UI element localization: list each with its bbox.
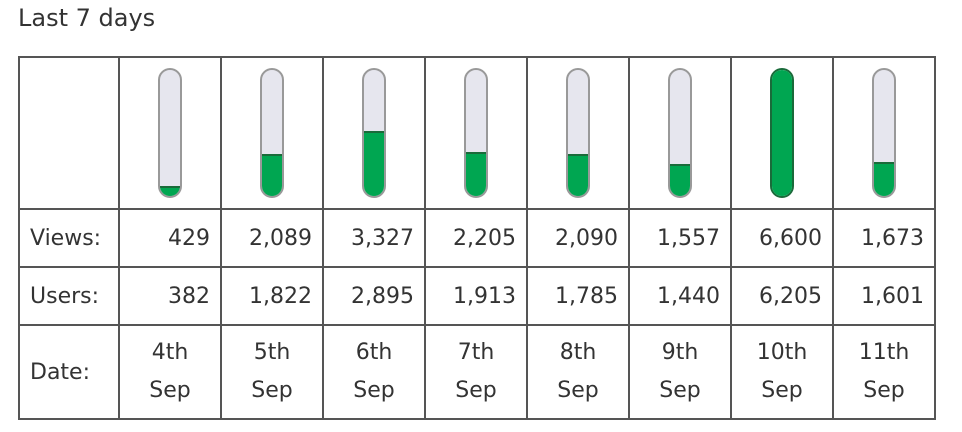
gauge <box>260 68 284 198</box>
gauge-cell <box>322 56 426 210</box>
views-row: Views: 429 2,089 3,327 2,205 2,090 1,557 6,600 1… <box>18 208 936 268</box>
empty-cell <box>18 56 120 210</box>
users-value: 1,601 <box>832 266 936 326</box>
gauge-fill <box>874 162 894 196</box>
users-value: 1,440 <box>628 266 732 326</box>
gauge <box>770 68 794 198</box>
row-label: Users: <box>18 266 120 326</box>
gauge <box>566 68 590 198</box>
gauge-cell <box>730 56 834 210</box>
users-value: 382 <box>118 266 222 326</box>
date-value: 9th Sep <box>628 324 732 420</box>
date-value: 7th Sep <box>424 324 528 420</box>
gauge-fill <box>670 164 690 196</box>
users-row: Users: 382 1,822 2,895 1,913 1,785 1,440 6,205 1… <box>18 266 936 326</box>
users-value: 1,822 <box>220 266 324 326</box>
gauge-fill <box>466 151 486 196</box>
gauge-row <box>18 56 936 210</box>
title: Last 7 days <box>18 4 156 32</box>
users-value: 6,205 <box>730 266 834 326</box>
views-value: 2,205 <box>424 208 528 268</box>
date-value: 4th Sep <box>118 324 222 420</box>
gauge <box>362 68 386 198</box>
views-value: 1,557 <box>628 208 732 268</box>
views-value: 2,089 <box>220 208 324 268</box>
gauge <box>158 68 182 198</box>
date-row: Date: 4th Sep 5th Sep 6th Sep 7th Sep 8th Sep… <box>18 324 936 420</box>
gauge-fill <box>568 154 588 196</box>
gauge-fill <box>262 154 282 196</box>
gauge <box>668 68 692 198</box>
gauge-cell <box>526 56 630 210</box>
users-value: 2,895 <box>322 266 426 326</box>
users-value: 1,913 <box>424 266 528 326</box>
date-value: 10th Sep <box>730 324 834 420</box>
gauge-fill <box>772 70 792 196</box>
date-value: 6th Sep <box>322 324 426 420</box>
views-value: 2,090 <box>526 208 630 268</box>
views-value: 1,673 <box>832 208 936 268</box>
gauge <box>872 68 896 198</box>
views-value: 3,327 <box>322 208 426 268</box>
date-value: 11th Sep <box>832 324 936 420</box>
row-label: Views: <box>18 208 120 268</box>
gauge-cell <box>832 56 936 210</box>
users-value: 1,785 <box>526 266 630 326</box>
date-value: 8th Sep <box>526 324 630 420</box>
views-value: 429 <box>118 208 222 268</box>
gauge-cell <box>118 56 222 210</box>
gauge-fill <box>364 130 384 196</box>
views-value: 6,600 <box>730 208 834 268</box>
gauge-cell <box>220 56 324 210</box>
row-label: Date: <box>18 324 120 420</box>
gauge-fill <box>160 185 180 196</box>
date-value: 5th Sep <box>220 324 324 420</box>
gauge-cell <box>628 56 732 210</box>
stats-table: Views: 429 2,089 3,327 2,205 2,090 1,557 6,600 1… <box>18 56 936 420</box>
gauge-cell <box>424 56 528 210</box>
gauge <box>464 68 488 198</box>
